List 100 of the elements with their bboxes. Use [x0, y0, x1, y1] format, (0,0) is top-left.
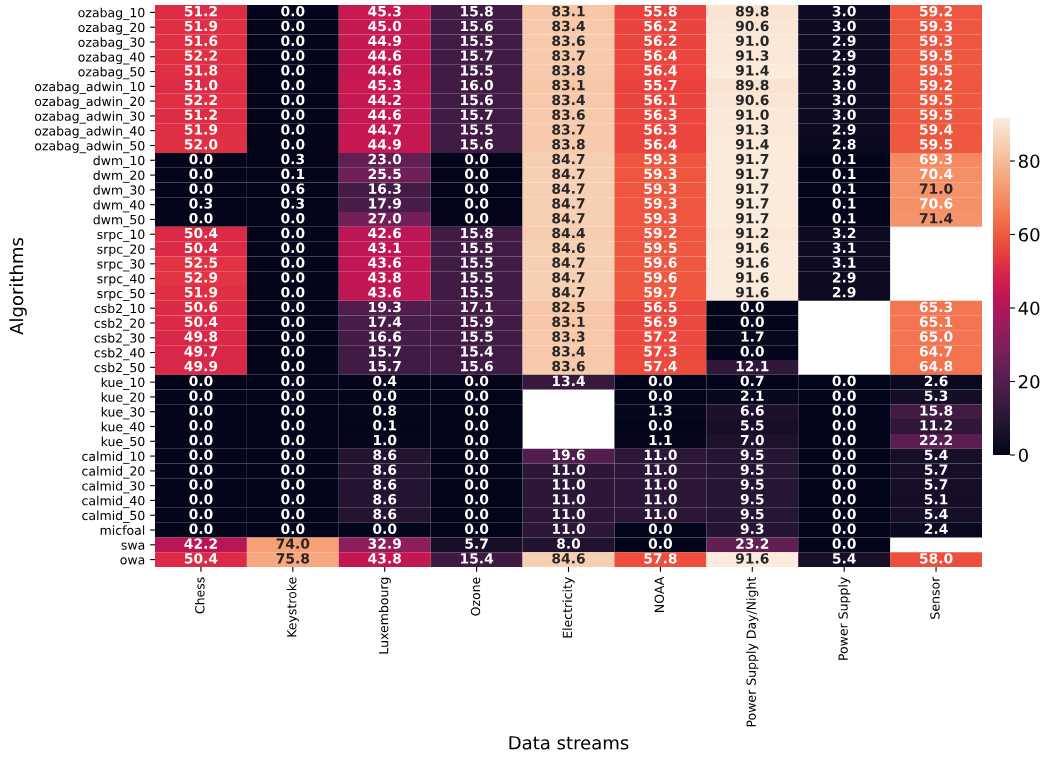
data-label: 0.0: [189, 508, 213, 520]
x-tick-label: Electricity: [562, 577, 575, 638]
y-tick-label: dwm_40: [93, 199, 145, 213]
data-label: 0.0: [281, 493, 305, 505]
x-axis-title: Data streams: [509, 736, 629, 750]
data-label: 11.0: [552, 508, 585, 520]
data-label: 0.0: [832, 538, 856, 549]
data-label: 91.3: [735, 124, 769, 135]
data-label: 83.6: [552, 35, 585, 46]
data-label: 83.4: [552, 94, 585, 106]
y-tick-label: kue_30: [101, 406, 145, 420]
data-label: 91.6: [735, 257, 769, 268]
data-label: 0.0: [189, 449, 213, 461]
data-label: 0.0: [281, 65, 305, 76]
data-label: 2.9: [832, 65, 856, 76]
data-label: 55.7: [644, 80, 677, 91]
data-label: 91.3: [735, 50, 769, 61]
data-label: 0.0: [189, 405, 213, 416]
data-label: 0.0: [832, 479, 856, 490]
data-label: 64.7: [919, 346, 953, 357]
data-label: 15.5: [461, 257, 493, 268]
data-label: 43.8: [368, 553, 401, 564]
data-label: 59.5: [919, 50, 953, 61]
data-label: 15.5: [461, 65, 493, 76]
data-label: 15.6: [461, 20, 493, 32]
data-label: 74.0: [276, 538, 310, 549]
data-label: 15.5: [461, 35, 493, 46]
data-label: 84.7: [552, 212, 585, 224]
data-label: 83.4: [552, 20, 585, 32]
data-label: 3.0: [832, 109, 856, 120]
data-label: 0.0: [281, 375, 305, 387]
x-tick-label: Luxembourg: [378, 577, 391, 654]
data-label: 84.6: [552, 242, 585, 254]
data-label: 2.9: [832, 50, 856, 61]
data-label: 91.0: [735, 35, 769, 46]
data-label: 56.9: [644, 316, 677, 327]
y-tick-label: csb2_10: [94, 303, 145, 316]
data-label: 49.9: [184, 360, 218, 372]
data-label: 44.6: [368, 65, 402, 76]
data-label: 0.0: [464, 523, 489, 535]
data-label: 8.6: [373, 479, 397, 490]
data-label: 43.1: [368, 242, 401, 254]
data-label: 0.0: [832, 449, 856, 461]
data-label: 25.5: [368, 168, 401, 180]
data-label: 91.6: [735, 242, 769, 254]
data-label: 65.0: [919, 331, 953, 342]
data-label: 11.0: [644, 449, 677, 461]
data-label: 64.8: [919, 360, 953, 372]
data-label: 0.0: [373, 390, 397, 401]
data-label: 50.4: [184, 553, 218, 564]
data-label: 59.4: [919, 124, 953, 135]
data-label: 59.6: [644, 272, 677, 283]
data-label: 17.9: [369, 198, 401, 209]
data-label: 0.0: [189, 375, 213, 387]
data-label: 52.0: [184, 139, 218, 150]
data-label: 45.3: [368, 5, 401, 17]
data-label: 15.7: [369, 346, 401, 357]
data-label: 0.0: [281, 124, 305, 135]
data-label: 1.7: [741, 331, 764, 342]
data-label: 91.7: [735, 168, 769, 180]
data-label: 0.0: [281, 35, 305, 46]
data-label: 0.0: [464, 464, 489, 475]
data-label: 83.8: [552, 139, 585, 150]
y-tick-label: kue_20: [101, 392, 145, 405]
data-label: 8.6: [373, 449, 397, 461]
data-label: 0.3: [281, 198, 305, 209]
data-label: 84.7: [552, 153, 585, 165]
y-tick-label: calmid_30: [82, 480, 145, 494]
data-label: 0.1: [832, 183, 856, 194]
data-label: 83.1: [552, 79, 585, 91]
data-label: 83.7: [552, 50, 585, 61]
data-label: 44.7: [368, 124, 401, 135]
x-tick-label: NOAA: [654, 576, 665, 612]
data-label: 0.0: [464, 183, 489, 194]
data-label: 0.0: [648, 538, 673, 549]
data-label: 51.2: [184, 109, 217, 120]
data-label: 65.3: [919, 301, 953, 313]
data-label: 9.5: [740, 464, 764, 475]
data-label: 3.1: [832, 257, 856, 268]
data-label: 13.4: [552, 375, 585, 387]
data-label: 0.0: [281, 346, 305, 357]
data-label: 15.9: [461, 316, 493, 327]
data-label: 22.2: [920, 434, 952, 446]
data-label: 71.0: [919, 183, 953, 194]
y-tick-label: dwm_50: [93, 214, 145, 228]
data-label: 0.0: [189, 464, 213, 475]
data-label: 44.2: [368, 94, 401, 105]
data-label: 0.0: [464, 405, 489, 416]
data-label: 49.8: [184, 331, 218, 342]
data-label: 15.6: [461, 139, 493, 150]
data-label: 0.0: [281, 242, 305, 254]
data-label: 0.0: [281, 479, 305, 490]
data-label: 16.0: [461, 79, 494, 91]
data-label: 59.3: [919, 35, 953, 46]
data-label: 0.0: [189, 434, 213, 446]
data-label: 0.1: [832, 212, 856, 224]
data-label: 11.0: [644, 464, 677, 475]
data-label: 15.6: [461, 360, 493, 372]
y-tick-label: ozabag_50: [78, 66, 145, 80]
data-label: 56.2: [644, 20, 677, 32]
